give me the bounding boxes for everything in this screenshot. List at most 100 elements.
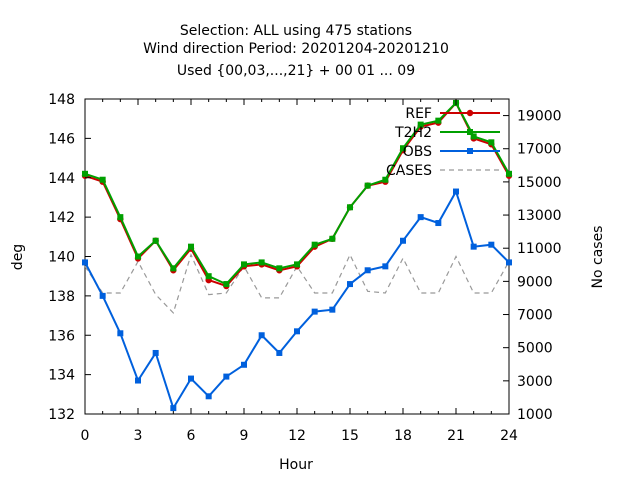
y2-tick-label: 3000 — [517, 374, 553, 390]
obs-point — [276, 349, 283, 356]
obs-point — [188, 375, 194, 382]
y2-tick-label: 17000 — [517, 142, 562, 158]
y-tick-label: 138 — [48, 289, 75, 305]
t2h2-point — [82, 170, 88, 177]
t2h2-point — [99, 176, 106, 183]
y2-tick-label: 13000 — [517, 208, 562, 224]
y-tick-label: 136 — [48, 328, 75, 344]
obs-point — [364, 267, 371, 274]
x-tick-label: 0 — [81, 428, 90, 444]
y2-tick-label: 5000 — [517, 341, 553, 357]
obs-point — [347, 281, 353, 288]
obs-point — [400, 237, 406, 244]
y-tick-label: 140 — [48, 250, 75, 266]
title-line-3: Used {00,03,...,21} + 00 01 ... 09 — [177, 63, 415, 79]
obs-point — [488, 241, 495, 248]
t2h2-point — [223, 281, 230, 288]
x-tick-label: 24 — [500, 428, 518, 444]
obs-line — [84, 189, 510, 411]
t2h2-point — [311, 241, 318, 248]
title-line-1: Selection: ALL using 475 stations — [180, 23, 412, 39]
t2h2-point — [347, 204, 353, 211]
obs-point — [258, 332, 265, 339]
obs-point — [170, 405, 177, 412]
obs-point — [294, 328, 300, 335]
ref-series — [81, 99, 513, 290]
x-axis: 0 3 6 9 12 15 18 21 24 — [81, 99, 518, 444]
obs-point — [82, 259, 88, 266]
legend: REF T2H2 OBS CASES — [386, 106, 500, 179]
x-tick-label: 15 — [341, 428, 359, 444]
obs-point — [435, 220, 442, 227]
obs-point — [417, 214, 424, 221]
x-tick-label: 18 — [394, 428, 412, 444]
t2h2-point — [241, 261, 247, 268]
y-tick-label: 148 — [48, 92, 75, 108]
obs-point — [205, 393, 212, 400]
obs-point — [223, 373, 230, 380]
title-line-2: Wind direction Period: 20201204-20201210 — [143, 41, 449, 57]
y2-tick-label: 7000 — [517, 308, 553, 324]
y2-tick-label: 19000 — [517, 109, 562, 125]
t2h2-point — [488, 139, 495, 146]
t2h2-point — [135, 253, 141, 260]
t2h2-point — [417, 121, 424, 128]
y2-axis: 1000 3000 5000 7000 9000 11000 13000 15000 17000… — [503, 109, 562, 423]
obs-point — [382, 263, 389, 270]
t2h2-point — [400, 145, 406, 152]
t2h2-point — [258, 259, 265, 266]
t2h2-point — [117, 214, 124, 221]
y2-tick-label: 1000 — [517, 407, 553, 423]
t2h2-point — [470, 133, 477, 140]
y-tick-label: 132 — [48, 407, 75, 423]
x-tick-label: 9 — [240, 428, 249, 444]
x-tick-label: 3 — [134, 428, 143, 444]
y2-tick-label: 15000 — [517, 175, 562, 191]
t2h2-point — [205, 273, 212, 280]
legend-label-t2h2: T2H2 — [394, 125, 432, 141]
t2h2-point — [435, 117, 442, 124]
y2-tick-label: 11000 — [517, 241, 562, 257]
legend-label-cases: CASES — [386, 163, 432, 179]
y-axis: 132 134 136 138 140 142 144 146 148 — [48, 92, 91, 423]
t2h2-point — [294, 261, 300, 268]
y-tick-label: 134 — [48, 368, 75, 384]
obs-series — [82, 188, 512, 412]
t2h2-point — [506, 170, 512, 177]
plot-area — [84, 98, 510, 415]
t2h2-point — [170, 265, 177, 272]
t2h2-point — [152, 237, 159, 244]
chart-title: Selection: ALL using 475 stations Wind d… — [143, 23, 449, 79]
obs-point — [135, 377, 141, 384]
legend-label-obs: OBS — [403, 144, 432, 160]
t2h2-point — [188, 243, 194, 250]
obs-point — [311, 308, 318, 315]
obs-point — [152, 349, 159, 356]
obs-point — [506, 259, 512, 266]
obs-point — [241, 361, 247, 368]
legend-marker-ref — [466, 109, 474, 117]
obs-point — [99, 292, 106, 299]
t2h2-point — [364, 182, 371, 189]
y-axis-label: deg — [10, 244, 26, 270]
y2-tick-label: 9000 — [517, 274, 553, 290]
x-tick-label: 21 — [447, 428, 465, 444]
t2h2-point — [382, 176, 389, 183]
obs-point — [453, 188, 459, 195]
legend-marker-t2h2 — [467, 129, 473, 135]
t2h2-point — [276, 265, 283, 272]
y-tick-label: 144 — [48, 171, 75, 187]
x-tick-label: 6 — [187, 428, 196, 444]
x-tick-label: 12 — [288, 428, 306, 444]
obs-point — [329, 306, 336, 313]
y-tick-label: 142 — [48, 210, 75, 226]
y2-axis-label: No cases — [590, 226, 606, 289]
obs-point — [117, 330, 124, 337]
legend-label-ref: REF — [405, 106, 432, 122]
legend-marker-obs — [467, 148, 473, 154]
x-axis-label: Hour — [279, 457, 313, 473]
obs-point — [470, 243, 477, 250]
y-tick-label: 146 — [48, 131, 75, 147]
t2h2-point — [329, 235, 336, 242]
